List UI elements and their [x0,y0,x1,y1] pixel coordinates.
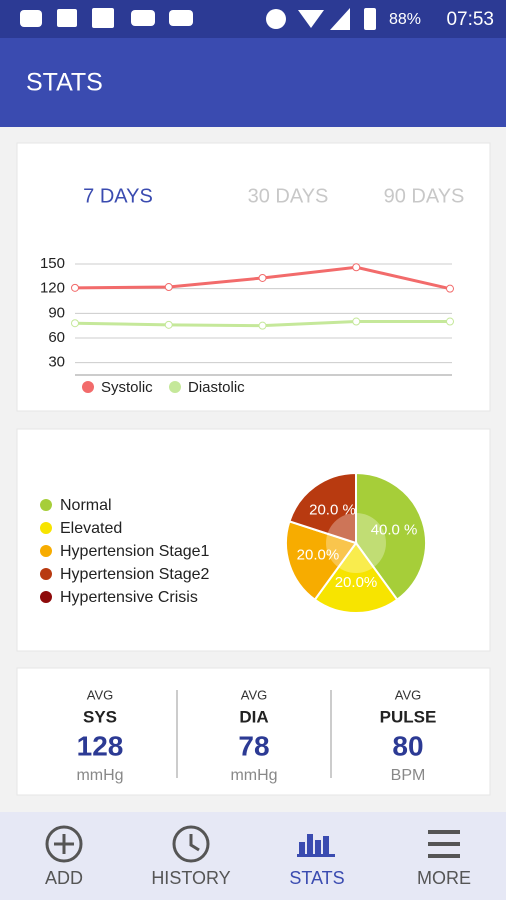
legend-swatch [40,522,52,534]
avg-unit: mmHg [230,767,277,784]
avg-unit: mmHg [76,767,123,784]
slice-label: 20.0% [297,546,340,563]
pie-slice [288,471,357,545]
nav-item[interactable]: HISTORY [151,868,230,888]
point [352,263,361,272]
point [164,283,173,292]
legend-label: Systolic [101,379,153,396]
battery: 88% [389,11,421,28]
avg-card [16,667,491,796]
bottom-nav [0,812,506,900]
nav-item[interactable]: STATS [289,868,344,888]
avg-value: 128 [77,730,124,761]
y-tick-label: 150 [40,255,65,272]
legend-swatch [40,499,52,511]
point [446,317,454,326]
legend-label: Hypertensive Crisis [60,589,198,606]
time: 07:53 [446,9,494,30]
y-tick-label: 60 [48,329,65,346]
legend-swatch [169,381,181,393]
legend-label: Hypertension Stage1 [60,543,210,560]
avg-label: AVG [87,687,114,702]
stats-icon [297,834,335,857]
y-tick-label: 30 [48,354,65,371]
legend-swatch [40,591,52,603]
status-bar [0,0,506,38]
legend-label: Normal [60,497,112,514]
legend-swatch [40,568,52,580]
pie-slice [285,520,358,602]
legend-swatch [40,545,52,557]
point [258,321,267,330]
point [164,320,173,329]
slice-label: 20.0 % [309,502,356,519]
point [352,317,361,326]
pie-slice [355,471,427,602]
pie-center [326,513,386,573]
tab[interactable]: 90 DAYS [384,185,465,207]
pie-slice [313,541,399,614]
slice-label: 40.0 % [371,522,418,539]
title: STATS [26,69,103,97]
legend-label: Diastolic [188,379,245,396]
legend-label: Hypertension Stage2 [60,566,210,583]
legend-label: Elevated [60,520,122,537]
avg-name: SYS [83,707,117,726]
avg-label: AVG [395,687,422,702]
tab[interactable]: 7 DAYS [83,185,153,207]
y-tick-label: 90 [48,304,65,321]
point [258,273,267,282]
app-bar [0,38,506,127]
nav-icons [45,825,460,863]
legend-swatch [82,381,94,393]
chart-card [16,142,491,412]
point [71,319,79,328]
nav-item[interactable]: MORE [417,868,471,888]
avg-unit: BPM [391,767,426,784]
avg-name: PULSE [380,707,437,726]
y-tick-label: 120 [40,280,65,297]
slice-label: 20.0% [335,574,378,591]
avg-value: 78 [238,730,269,761]
tab[interactable]: 30 DAYS [248,185,329,207]
status-icons [20,8,376,30]
avg-label: AVG [241,687,268,702]
point [446,284,454,293]
point [71,283,79,292]
avg-value: 80 [392,730,423,761]
avg-name: DIA [239,707,268,726]
nav-item[interactable]: ADD [45,868,83,888]
